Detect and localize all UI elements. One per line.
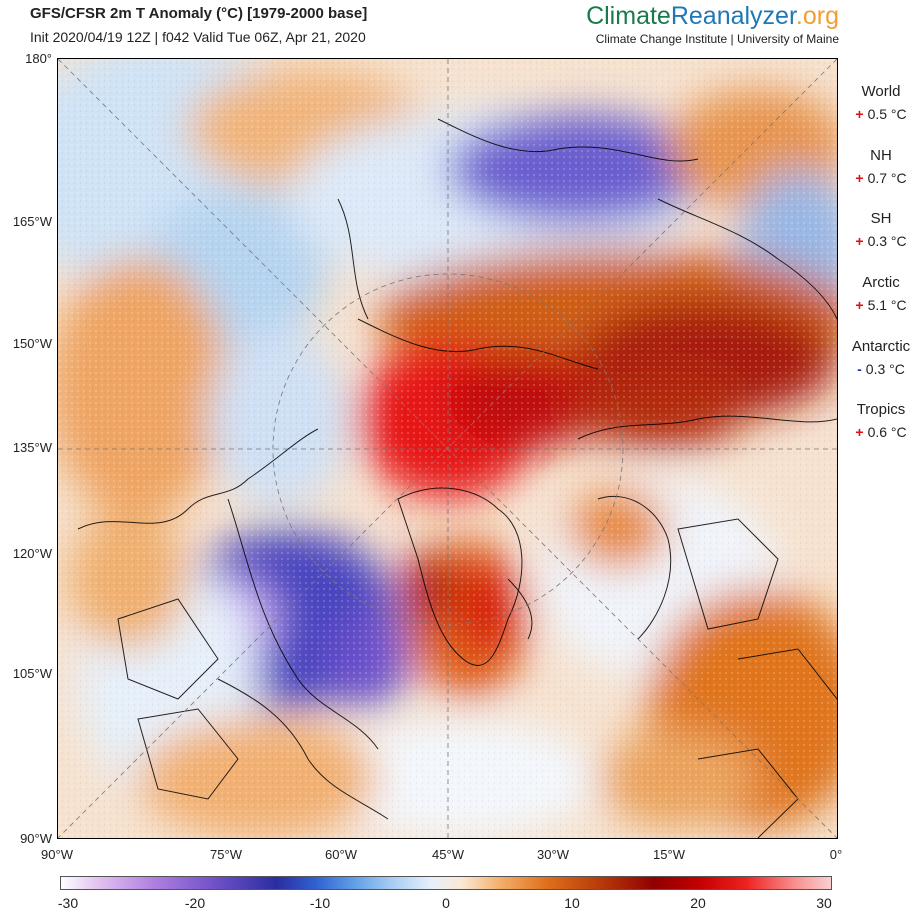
- lon-label: 45°W: [432, 847, 464, 862]
- colorbar-tick: 10: [564, 895, 580, 911]
- colorbar-tick: 0: [442, 895, 450, 911]
- map-field: [58, 59, 837, 838]
- lon-label: 75°W: [210, 847, 242, 862]
- region-sign: +: [855, 106, 864, 122]
- region-value: 0.5 °C: [867, 106, 907, 122]
- lat-label: 150°W: [12, 336, 52, 351]
- colorbar-tick: -10: [309, 895, 331, 911]
- region-value: 0.3 °C: [867, 233, 907, 249]
- lon-label: 30°W: [537, 847, 569, 862]
- colorbar-tick: -30: [57, 895, 79, 911]
- colorbar-tick: -20: [184, 895, 206, 911]
- colorbar-tick: 20: [690, 895, 706, 911]
- region-sign: +: [855, 233, 864, 249]
- region-sh: SH +0.3 °C: [844, 210, 918, 249]
- lat-label: 105°W: [12, 666, 52, 681]
- lon-label: 15°W: [653, 847, 685, 862]
- region-name: Tropics: [856, 401, 906, 418]
- lon-label: 0°: [829, 847, 843, 862]
- region-name: SH: [870, 210, 892, 227]
- region-tropics: Tropics +0.6 °C: [844, 401, 918, 440]
- lat-label: 120°W: [12, 546, 52, 561]
- lon-label: 60°W: [325, 847, 357, 862]
- region-name: World: [861, 83, 901, 100]
- brand-subtitle: Climate Change Institute | University of…: [595, 32, 839, 46]
- region-value: 0.7 °C: [867, 170, 907, 186]
- lat-label: 90°W: [20, 831, 52, 846]
- lat-label: 135°W: [12, 440, 52, 455]
- region-sign: +: [855, 170, 864, 186]
- colorbar: [60, 876, 832, 890]
- region-name: Arctic: [862, 274, 900, 291]
- map-subtitle: Init 2020/04/19 12Z | f042 Valid Tue 06Z…: [30, 29, 366, 45]
- region-name: Antarctic: [851, 338, 911, 355]
- colorbar-tick: 30: [816, 895, 832, 911]
- lon-label: 90°W: [41, 847, 73, 862]
- lat-label: 165°W: [12, 214, 52, 229]
- region-sign: +: [855, 424, 864, 440]
- region-value: 5.1 °C: [867, 297, 907, 313]
- region-antarctic: Antarctic -0.3 °C: [844, 338, 918, 377]
- lat-label: 180°: [25, 51, 52, 66]
- region-sign: -: [857, 361, 862, 377]
- region-name: NH: [870, 147, 892, 164]
- region-sign: +: [855, 297, 864, 313]
- region-world: World +0.5 °C: [844, 83, 918, 122]
- map-title: GFS/CFSR 2m T Anomaly (°C) [1979-2000 ba…: [30, 5, 368, 22]
- region-value: 0.6 °C: [867, 424, 907, 440]
- anomaly-map: [57, 58, 838, 839]
- brand-logo[interactable]: ClimateReanalyzer.org: [586, 2, 839, 30]
- region-arctic: Arctic +5.1 °C: [844, 274, 918, 313]
- region-nh: NH +0.7 °C: [844, 147, 918, 186]
- region-value: 0.3 °C: [865, 361, 905, 377]
